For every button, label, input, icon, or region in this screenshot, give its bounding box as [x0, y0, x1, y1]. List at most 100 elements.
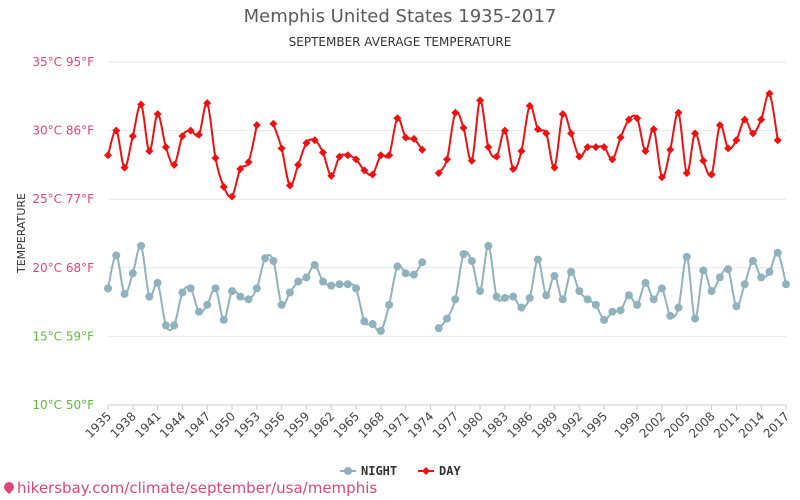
data-point	[170, 160, 179, 169]
data-point	[525, 293, 534, 302]
data-point	[318, 277, 327, 286]
data-point	[600, 143, 609, 152]
x-tick-label: 2014	[736, 409, 767, 440]
x-tick-label: 1962	[306, 409, 337, 440]
data-point	[409, 270, 418, 279]
data-point	[352, 284, 361, 293]
data-point	[294, 277, 303, 286]
data-point	[153, 278, 162, 287]
data-point	[104, 151, 112, 160]
data-point	[261, 254, 270, 263]
data-point	[575, 152, 584, 161]
x-tick-label: 1956	[256, 409, 287, 440]
data-point	[691, 129, 700, 138]
y-tick-label: 20°C 68°F	[32, 261, 94, 275]
data-point	[765, 89, 774, 98]
x-tick-label: 1995	[579, 409, 610, 440]
data-point	[252, 284, 261, 293]
data-point	[533, 125, 542, 134]
data-point	[418, 258, 427, 267]
data-point	[203, 300, 212, 309]
x-tick-label: 1992	[554, 409, 585, 440]
data-point	[252, 121, 261, 130]
data-point	[600, 315, 609, 324]
data-point	[633, 114, 642, 123]
data-point	[451, 295, 460, 304]
data-point	[269, 256, 278, 265]
chart-subtitle: SEPTEMBER AVERAGE TEMPERATURE	[288, 35, 512, 49]
data-point	[219, 182, 228, 191]
data-point	[748, 129, 757, 138]
data-point	[476, 96, 485, 105]
data-point	[509, 165, 518, 174]
legend-item-day[interactable]: DAY	[418, 464, 461, 478]
data-point	[434, 324, 443, 333]
x-tick-label: 1938	[107, 409, 138, 440]
data-point	[145, 292, 154, 301]
data-point	[368, 320, 377, 329]
data-point	[203, 99, 212, 108]
data-point	[533, 255, 542, 264]
data-point	[294, 160, 303, 169]
data-point	[104, 284, 112, 293]
data-point	[277, 144, 286, 153]
x-tick-label: 1941	[132, 409, 163, 440]
data-point	[657, 173, 666, 182]
x-tick-label: 2005	[661, 409, 692, 440]
data-point	[219, 315, 228, 324]
data-point	[228, 192, 237, 201]
data-point	[161, 143, 170, 152]
data-point	[137, 100, 146, 109]
x-tick-label: 1968	[355, 409, 386, 440]
data-point	[153, 110, 162, 119]
series-night	[104, 241, 790, 335]
data-point	[343, 280, 352, 289]
data-point	[773, 136, 782, 145]
data-point	[484, 143, 493, 152]
data-point	[318, 148, 327, 157]
data-point	[343, 151, 352, 160]
data-point	[401, 269, 410, 278]
data-point	[327, 281, 336, 290]
data-point	[641, 147, 650, 156]
data-point	[467, 256, 476, 265]
data-point	[773, 248, 782, 257]
x-tick-label: 1947	[182, 409, 213, 440]
data-point	[451, 108, 460, 117]
data-point	[699, 156, 708, 165]
x-tick-label: 1944	[157, 409, 188, 440]
data-point	[285, 181, 294, 190]
data-point	[550, 163, 559, 172]
x-tick-label: 1989	[529, 409, 560, 440]
data-point	[409, 134, 418, 143]
data-point	[492, 152, 501, 161]
data-point	[170, 321, 179, 330]
data-point	[699, 266, 708, 275]
data-point	[393, 114, 402, 123]
data-point	[112, 251, 121, 260]
data-point	[641, 278, 650, 287]
legend-marker	[344, 467, 352, 475]
x-tick-label: 1959	[281, 409, 312, 440]
footer-link[interactable]: hikersbay.com/climate/september/usa/memp…	[1, 479, 377, 497]
y-tick-label: 15°C 59°F	[32, 329, 94, 343]
data-point	[128, 132, 137, 141]
data-point	[360, 166, 369, 175]
data-point	[757, 115, 766, 124]
y-tick-label: 30°C 86°F	[32, 124, 94, 138]
data-point	[649, 295, 658, 304]
data-point	[517, 147, 526, 156]
data-point	[476, 287, 485, 296]
data-point	[583, 143, 592, 152]
data-point	[707, 170, 716, 179]
series-line	[437, 244, 787, 329]
data-point	[302, 273, 311, 282]
legend-item-night[interactable]: NIGHT	[340, 464, 397, 478]
y-tick-label: 10°C 50°F	[32, 398, 94, 412]
data-point	[401, 133, 410, 142]
series-layer	[104, 89, 790, 335]
data-point	[434, 169, 443, 178]
data-point	[724, 265, 733, 274]
legend-marker	[422, 467, 430, 475]
